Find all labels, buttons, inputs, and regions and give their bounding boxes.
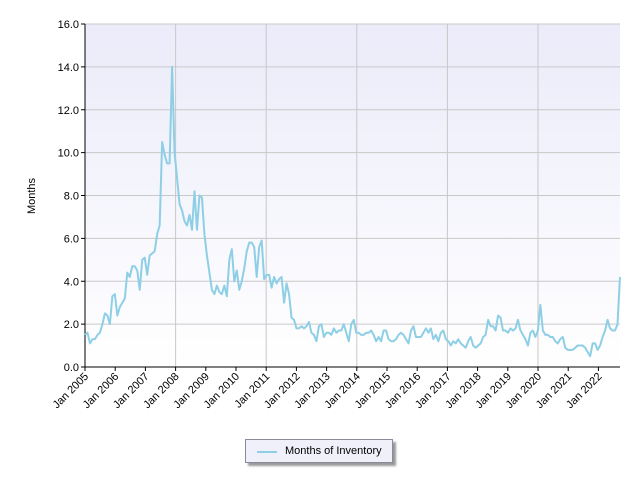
series-layer [84, 65, 621, 358]
axes [81, 23, 620, 371]
y-tick-label: 2.0 [64, 319, 79, 331]
grid-lines [85, 23, 620, 368]
legend-label-months-of-inventory: Months of Inventory [285, 445, 382, 457]
series-line-months-of-inventory [84, 65, 621, 358]
legend-swatch-months-of-inventory [257, 451, 277, 453]
y-tick-label: 14.0 [58, 62, 79, 74]
y-tick-labels: 0.0 2.0 4.0 6.0 8.0 10.0 12.0 14.0 16.0 [58, 19, 79, 374]
y-tick-label: 10.0 [58, 148, 79, 160]
y-axis-title: Months [26, 177, 38, 214]
legend: Months of Inventory [245, 439, 393, 463]
y-tick-label: 6.0 [64, 233, 79, 245]
y-tick-label: 12.0 [58, 105, 79, 117]
y-tick-label: 16.0 [58, 19, 79, 31]
y-tick-label: 8.0 [64, 191, 79, 203]
y-tick-label: 4.0 [64, 276, 79, 288]
y-tick-label: 0.0 [64, 362, 79, 374]
